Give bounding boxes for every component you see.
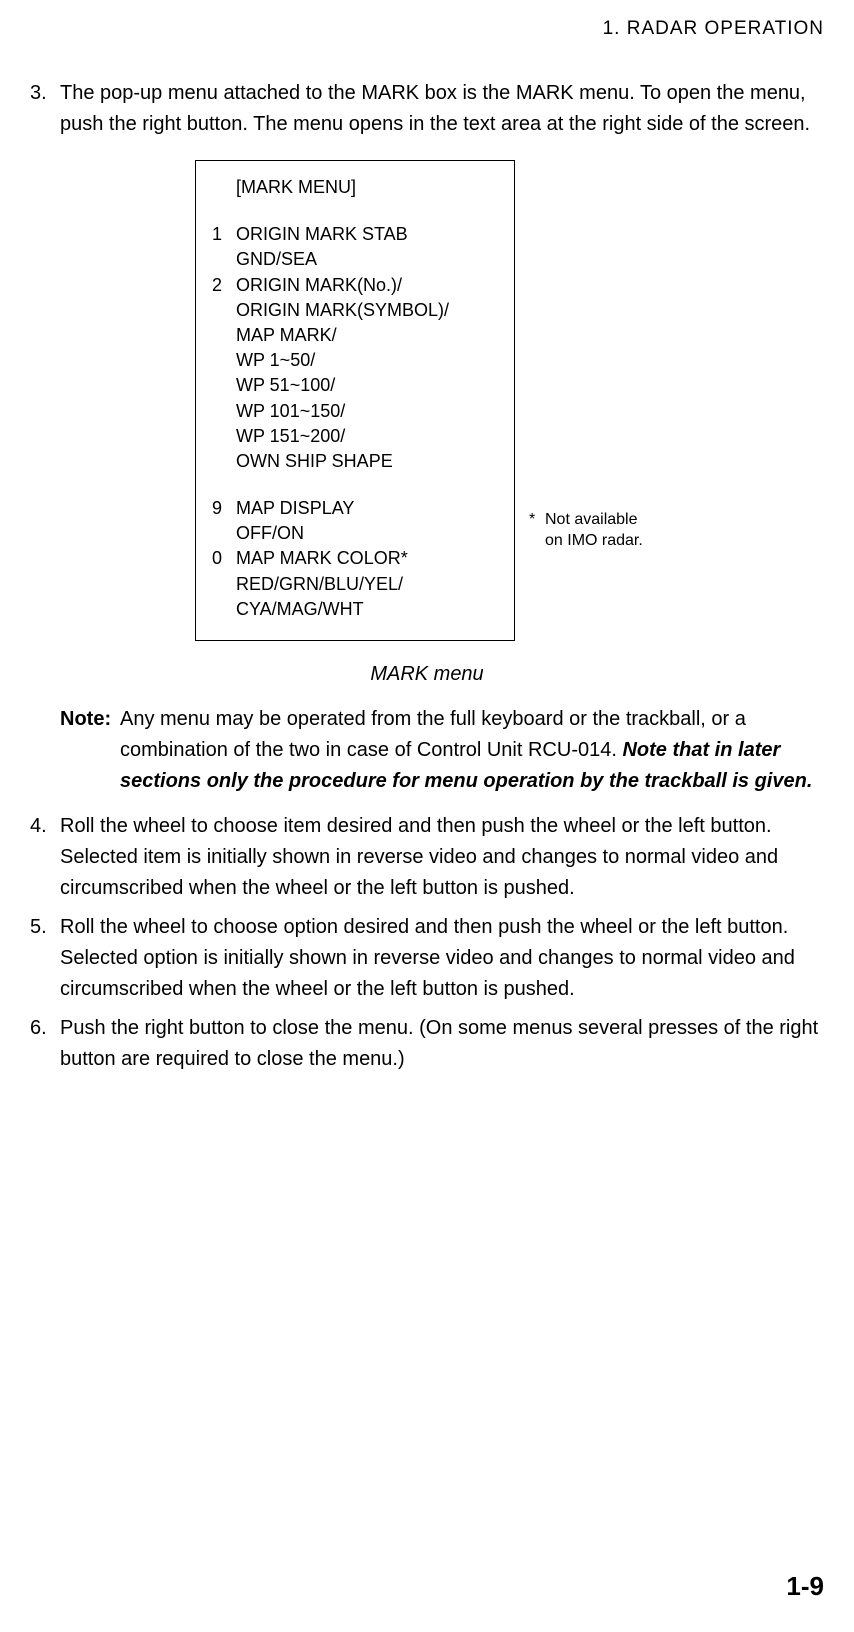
note-block: Note: Any menu may be operated from the … <box>60 704 824 797</box>
menu-line: MAP MARK/ <box>236 323 498 348</box>
menu-label: MAP DISPLAY <box>236 496 498 521</box>
list-number: 6. <box>30 1013 60 1075</box>
list-text: Roll the wheel to choose option desired … <box>60 912 824 1005</box>
list-number: 5. <box>30 912 60 1005</box>
mark-menu-figure: [MARK MENU] 1 ORIGIN MARK STAB GND/SEA 2… <box>30 160 824 641</box>
menu-line: WP 101~150/ <box>236 399 498 424</box>
list-number: 3. <box>30 78 60 140</box>
menu-num: 1 <box>212 222 236 272</box>
menu-row-9: 9 MAP DISPLAY OFF/ON <box>212 496 498 546</box>
menu-line: WP 1~50/ <box>236 348 498 373</box>
menu-line: WP 51~100/ <box>236 373 498 398</box>
menu-num: 2 <box>212 273 236 475</box>
list-text: Roll the wheel to choose item desired an… <box>60 811 824 904</box>
list-item-4: 4. Roll the wheel to choose item desired… <box>30 811 824 904</box>
footnote-text: Not available on IMO radar. <box>545 510 643 552</box>
menu-row-0: 0 MAP MARK COLOR* RED/GRN/BLU/YEL/ CYA/M… <box>212 546 498 622</box>
note-label: Note: <box>60 704 120 797</box>
footnote-star: * <box>529 510 545 552</box>
menu-row-1: 1 ORIGIN MARK STAB GND/SEA <box>212 222 498 272</box>
page-number: 1-9 <box>786 1571 824 1602</box>
menu-line: ORIGIN MARK(No.)/ <box>236 273 498 298</box>
footnote-line: Not available <box>545 510 643 531</box>
menu-label: MAP MARK COLOR* <box>236 546 498 571</box>
menu-line: ORIGIN MARK(SYMBOL)/ <box>236 298 498 323</box>
list-item-6: 6. Push the right button to close the me… <box>30 1013 824 1075</box>
menu-row-2: 2 ORIGIN MARK(No.)/ ORIGIN MARK(SYMBOL)/… <box>212 273 498 475</box>
menu-options: OFF/ON <box>236 521 498 546</box>
mark-menu-box: [MARK MENU] 1 ORIGIN MARK STAB GND/SEA 2… <box>195 160 515 641</box>
menu-spacer <box>212 474 498 496</box>
list-text: Push the right button to close the menu.… <box>60 1013 824 1075</box>
menu-num: 9 <box>212 496 236 546</box>
menu-content: MAP DISPLAY OFF/ON <box>236 496 498 546</box>
footnote: * Not available on IMO radar. <box>529 510 659 552</box>
list-number: 4. <box>30 811 60 904</box>
menu-title: [MARK MENU] <box>236 175 498 200</box>
menu-line: WP 151~200/ <box>236 424 498 449</box>
menu-content: ORIGIN MARK STAB GND/SEA <box>236 222 498 272</box>
menu-options: RED/GRN/BLU/YEL/ <box>236 572 498 597</box>
list-item-3: 3. The pop-up menu attached to the MARK … <box>30 78 824 140</box>
list-text: The pop-up menu attached to the MARK box… <box>60 78 824 140</box>
footnote-line: on IMO radar. <box>545 531 643 552</box>
note-text: Any menu may be operated from the full k… <box>120 704 824 797</box>
menu-options: GND/SEA <box>236 247 498 272</box>
menu-content: ORIGIN MARK(No.)/ ORIGIN MARK(SYMBOL)/ M… <box>236 273 498 475</box>
menu-label: ORIGIN MARK STAB <box>236 222 498 247</box>
page-header: 1. RADAR OPERATION <box>30 18 824 40</box>
menu-options: CYA/MAG/WHT <box>236 597 498 622</box>
menu-content: MAP MARK COLOR* RED/GRN/BLU/YEL/ CYA/MAG… <box>236 546 498 622</box>
menu-num: 0 <box>212 546 236 622</box>
list-item-5: 5. Roll the wheel to choose option desir… <box>30 912 824 1005</box>
menu-line: OWN SHIP SHAPE <box>236 449 498 474</box>
figure-caption: MARK menu <box>30 663 824 686</box>
